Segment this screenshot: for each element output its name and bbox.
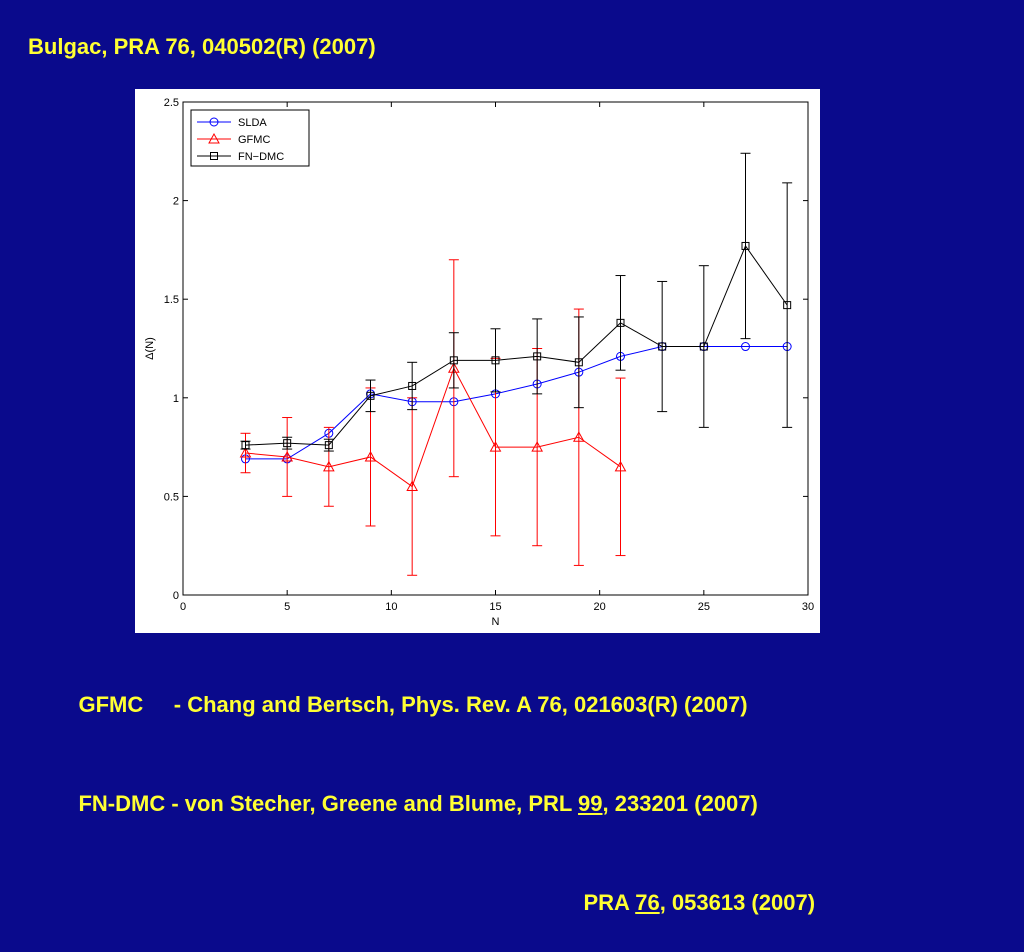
slda-point (741, 342, 750, 352)
x-tick-label: 0 (180, 601, 186, 613)
gfmc-point (489, 441, 502, 452)
y-tick-label: 1.5 (164, 294, 179, 306)
fn-dmc-point (699, 342, 708, 351)
x-tick-label: 20 (594, 601, 606, 613)
y-axis-label: Δ(N) (144, 337, 156, 360)
y-tick-label: 1 (173, 393, 179, 405)
fn-dmc-line (245, 244, 788, 446)
fn-dmc-point (241, 441, 250, 450)
errorbar-chart: 0 5 10 15 20 25 30 0 0.5 1 1.5 2 2.5 N Δ(N) SLDA GFMC FN−… (144, 97, 814, 628)
references: GFMC - Chang and Bertsch, Phys. Rev. A 7… (54, 655, 815, 952)
fn-dmc-point (658, 342, 667, 351)
x-tick-label: 25 (698, 601, 710, 613)
fn-dmc-point (574, 358, 583, 367)
gfmc-point (531, 441, 544, 452)
legend-gfmc-marker (208, 132, 220, 144)
fn-dmc-point (408, 381, 417, 390)
fn-dmc-point (366, 391, 375, 400)
x-axis-label: N (492, 616, 500, 628)
legend-slda-marker (209, 117, 219, 127)
y-tick-label: 2.5 (164, 97, 179, 109)
legend-fn-dmc-marker (210, 152, 218, 160)
x-tick-label: 15 (489, 601, 501, 613)
gfmc-point (281, 450, 294, 462)
fn-dmc-point (783, 301, 792, 310)
fn-dmc-point (616, 318, 625, 327)
gfmc-point (572, 431, 585, 442)
slide-title: Bulgac, PRA 76, 040502(R) (2007) (28, 34, 376, 59)
y-tick-label: 0 (173, 590, 179, 602)
gfmc-point (364, 450, 377, 462)
fn-dmc-point (449, 356, 458, 365)
chart-figure: 0 5 10 15 20 25 30 0 0.5 1 1.5 2 2.5 N Δ(N) SLDA GFMC FN−… (135, 89, 820, 633)
fn-dmc-point (283, 439, 292, 448)
fn-dmc-point (741, 241, 750, 250)
gfmc-line (245, 366, 621, 488)
ref-gfmc: GFMC - Chang and Bertsch, Phys. Rev. A 7… (78, 692, 748, 717)
gfmc-point (322, 460, 335, 472)
fn-dmc-point (491, 356, 500, 365)
y-tick-label: 0.5 (164, 491, 179, 503)
gfmc-point (614, 460, 627, 472)
y-tick-label: 2 (173, 196, 179, 208)
legend-gfmc-label: GFMC (238, 134, 270, 146)
x-tick-label: 10 (385, 601, 397, 613)
gfmc-point (406, 480, 419, 492)
ref-pra: PRA 76, 053613 (2007) (583, 890, 816, 915)
x-tick-label: 5 (284, 601, 290, 613)
fn-dmc-point (533, 352, 542, 361)
legend-fn-dmc-label: FN−DMC (238, 151, 284, 163)
x-tick-label: 30 (802, 601, 814, 613)
gfmc-point (239, 446, 252, 458)
fn-dmc-point (324, 441, 333, 450)
ref-fndmc: FN-DMC - von Stecher, Greene and Blume, … (78, 791, 758, 816)
legend-slda-label: SLDA (238, 117, 267, 129)
